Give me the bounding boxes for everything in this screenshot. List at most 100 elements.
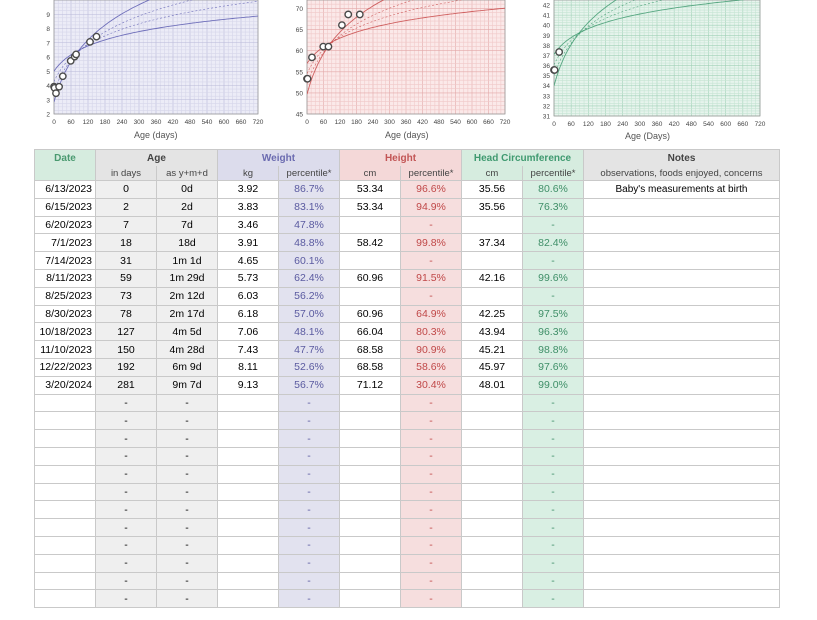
head-cm-cell[interactable] bbox=[461, 464, 523, 484]
head-cm-cell[interactable]: 42.25 bbox=[461, 304, 523, 324]
notes-cell[interactable]: Baby's measurements at birth bbox=[583, 180, 780, 199]
head-cm-cell[interactable] bbox=[461, 446, 523, 466]
weight-kg-cell[interactable] bbox=[217, 589, 279, 609]
head-cm-cell[interactable]: 42.16 bbox=[461, 268, 523, 288]
head-cm-cell[interactable] bbox=[461, 553, 523, 573]
weight-kg-cell[interactable]: 3.91 bbox=[217, 233, 279, 253]
height-cm-cell[interactable] bbox=[339, 464, 401, 484]
date-cell[interactable]: 10/18/2023 bbox=[34, 322, 96, 342]
date-cell[interactable]: 6/13/2023 bbox=[34, 180, 96, 199]
weight-kg-cell[interactable]: 9.13 bbox=[217, 375, 279, 395]
weight-kg-cell[interactable] bbox=[217, 500, 279, 520]
date-cell[interactable] bbox=[34, 571, 96, 591]
height-cm-cell[interactable] bbox=[339, 482, 401, 502]
date-cell[interactable] bbox=[34, 411, 96, 431]
notes-cell[interactable] bbox=[583, 464, 780, 484]
date-cell[interactable]: 6/15/2023 bbox=[34, 197, 96, 217]
notes-cell[interactable] bbox=[583, 518, 780, 537]
notes-cell[interactable] bbox=[583, 553, 780, 573]
notes-cell[interactable] bbox=[583, 268, 780, 288]
height-cm-cell[interactable]: 53.34 bbox=[339, 197, 401, 217]
date-cell[interactable] bbox=[34, 589, 96, 609]
height-cm-cell[interactable] bbox=[339, 589, 401, 609]
date-cell[interactable] bbox=[34, 429, 96, 448]
head-cm-cell[interactable]: 48.01 bbox=[461, 375, 523, 395]
height-cm-cell[interactable] bbox=[339, 393, 401, 413]
head-cm-cell[interactable] bbox=[461, 518, 523, 537]
date-cell[interactable] bbox=[34, 464, 96, 484]
date-cell[interactable]: 8/25/2023 bbox=[34, 286, 96, 306]
date-cell[interactable] bbox=[34, 393, 96, 413]
height-cm-cell[interactable]: 71.12 bbox=[339, 375, 401, 395]
weight-kg-cell[interactable] bbox=[217, 482, 279, 502]
notes-cell[interactable] bbox=[583, 251, 780, 270]
notes-cell[interactable] bbox=[583, 571, 780, 591]
height-cm-cell[interactable]: 53.34 bbox=[339, 180, 401, 199]
weight-kg-cell[interactable] bbox=[217, 429, 279, 448]
weight-kg-cell[interactable]: 5.73 bbox=[217, 268, 279, 288]
date-cell[interactable]: 3/20/2024 bbox=[34, 375, 96, 395]
notes-cell[interactable] bbox=[583, 215, 780, 235]
head-cm-cell[interactable] bbox=[461, 500, 523, 520]
weight-kg-cell[interactable]: 3.92 bbox=[217, 180, 279, 199]
head-cm-cell[interactable] bbox=[461, 393, 523, 413]
head-cm-cell[interactable]: 45.21 bbox=[461, 340, 523, 359]
height-cm-cell[interactable] bbox=[339, 411, 401, 431]
height-cm-cell[interactable]: 68.58 bbox=[339, 357, 401, 377]
notes-cell[interactable] bbox=[583, 357, 780, 377]
head-cm-cell[interactable] bbox=[461, 482, 523, 502]
date-cell[interactable] bbox=[34, 535, 96, 555]
head-cm-cell[interactable] bbox=[461, 535, 523, 555]
weight-kg-cell[interactable]: 8.11 bbox=[217, 357, 279, 377]
date-cell[interactable]: 8/11/2023 bbox=[34, 268, 96, 288]
head-cm-cell[interactable] bbox=[461, 571, 523, 591]
height-cm-cell[interactable]: 60.96 bbox=[339, 304, 401, 324]
head-cm-cell[interactable]: 45.97 bbox=[461, 357, 523, 377]
date-cell[interactable] bbox=[34, 482, 96, 502]
date-cell[interactable]: 7/1/2023 bbox=[34, 233, 96, 253]
notes-cell[interactable] bbox=[583, 375, 780, 395]
date-cell[interactable]: 6/20/2023 bbox=[34, 215, 96, 235]
height-cm-cell[interactable] bbox=[339, 446, 401, 466]
head-cm-cell[interactable]: 43.94 bbox=[461, 322, 523, 342]
notes-cell[interactable] bbox=[583, 393, 780, 413]
height-cm-cell[interactable]: 60.96 bbox=[339, 268, 401, 288]
head-cm-cell[interactable] bbox=[461, 251, 523, 270]
head-cm-cell[interactable] bbox=[461, 589, 523, 609]
notes-cell[interactable] bbox=[583, 482, 780, 502]
weight-kg-cell[interactable]: 6.18 bbox=[217, 304, 279, 324]
notes-cell[interactable] bbox=[583, 429, 780, 448]
date-cell[interactable]: 7/14/2023 bbox=[34, 251, 96, 270]
notes-cell[interactable] bbox=[583, 322, 780, 342]
weight-kg-cell[interactable] bbox=[217, 464, 279, 484]
notes-cell[interactable] bbox=[583, 411, 780, 431]
date-cell[interactable] bbox=[34, 518, 96, 537]
height-cm-cell[interactable] bbox=[339, 535, 401, 555]
weight-kg-cell[interactable]: 7.43 bbox=[217, 340, 279, 359]
notes-cell[interactable] bbox=[583, 589, 780, 609]
head-cm-cell[interactable] bbox=[461, 215, 523, 235]
weight-kg-cell[interactable]: 3.83 bbox=[217, 197, 279, 217]
date-cell[interactable] bbox=[34, 500, 96, 520]
head-cm-cell[interactable] bbox=[461, 286, 523, 306]
date-cell[interactable] bbox=[34, 446, 96, 466]
weight-kg-cell[interactable] bbox=[217, 411, 279, 431]
height-cm-cell[interactable] bbox=[339, 571, 401, 591]
notes-cell[interactable] bbox=[583, 535, 780, 555]
weight-kg-cell[interactable]: 4.65 bbox=[217, 251, 279, 270]
weight-kg-cell[interactable] bbox=[217, 535, 279, 555]
weight-kg-cell[interactable]: 6.03 bbox=[217, 286, 279, 306]
height-cm-cell[interactable] bbox=[339, 429, 401, 448]
notes-cell[interactable] bbox=[583, 304, 780, 324]
weight-kg-cell[interactable] bbox=[217, 518, 279, 537]
height-cm-cell[interactable] bbox=[339, 215, 401, 235]
weight-kg-cell[interactable] bbox=[217, 571, 279, 591]
height-cm-cell[interactable]: 66.04 bbox=[339, 322, 401, 342]
notes-cell[interactable] bbox=[583, 286, 780, 306]
height-cm-cell[interactable] bbox=[339, 251, 401, 270]
notes-cell[interactable] bbox=[583, 446, 780, 466]
notes-cell[interactable] bbox=[583, 500, 780, 520]
height-cm-cell[interactable] bbox=[339, 553, 401, 573]
date-cell[interactable]: 12/22/2023 bbox=[34, 357, 96, 377]
head-cm-cell[interactable]: 35.56 bbox=[461, 197, 523, 217]
